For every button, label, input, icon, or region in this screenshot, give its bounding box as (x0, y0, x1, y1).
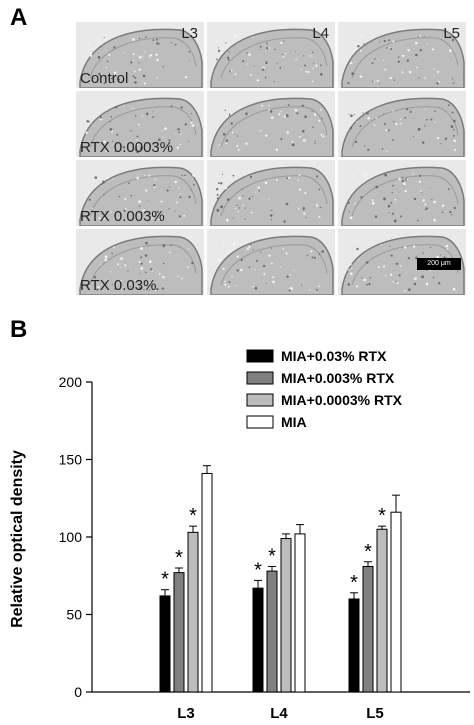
significance-marker: * (175, 547, 183, 569)
legend-label: MIA+0.003% RTX (281, 370, 395, 386)
micrograph-row-label: RTX 0.03% (80, 277, 157, 294)
significance-marker: * (254, 559, 262, 581)
bar (201, 472, 213, 693)
y-tick-label: 200 (59, 374, 83, 390)
y-tick-label: 0 (74, 684, 82, 700)
y-axis-label: Relative optical density (9, 450, 26, 628)
bar (252, 587, 264, 693)
micrograph-tile (76, 229, 204, 295)
legend-swatch (246, 393, 274, 407)
bar (173, 572, 185, 693)
micrograph-tile (76, 160, 204, 226)
bar (187, 531, 199, 693)
micrograph-tile: L5 (338, 22, 466, 88)
bar (294, 533, 306, 693)
significance-marker: * (161, 569, 169, 591)
bar (390, 511, 402, 693)
legend-swatch (246, 415, 274, 429)
significance-marker: * (350, 572, 358, 594)
y-tick-label: 150 (59, 452, 83, 468)
micrograph-tile (76, 91, 204, 157)
y-tick-label: 100 (59, 529, 83, 545)
legend-label: MIA+0.0003% RTX (281, 392, 403, 408)
bar (362, 565, 374, 693)
micrograph-tile: L4 (207, 22, 335, 88)
micrograph-row-label: RTX 0.0003% (80, 139, 174, 156)
micrograph-level-label: L5 (443, 25, 460, 42)
bar (266, 570, 278, 693)
bar (280, 538, 292, 693)
micrograph-tile (338, 160, 466, 226)
x-tick-label: L4 (270, 705, 288, 722)
legend-swatch (246, 349, 274, 363)
significance-marker: * (268, 545, 276, 567)
micrograph-level-label: L3 (181, 25, 198, 42)
bar (159, 595, 171, 693)
scale-bar: 200 μm (417, 258, 461, 270)
panel-label-a: A (10, 4, 28, 31)
significance-marker: * (378, 505, 386, 527)
micrograph-tile (207, 160, 335, 226)
micrograph-row-label: RTX 0.003% (80, 208, 165, 225)
micrograph-tile (338, 91, 466, 157)
y-tick-label: 50 (66, 607, 82, 623)
bar (376, 528, 388, 693)
x-tick-label: L3 (177, 705, 195, 722)
micrograph-tile (207, 229, 335, 295)
significance-marker: * (189, 505, 197, 527)
legend-label: MIA (281, 414, 307, 430)
x-tick-label: L5 (366, 705, 384, 722)
panel-label-b: B (10, 316, 28, 343)
significance-marker: * (364, 541, 372, 563)
micrograph-tile: L3 (76, 22, 204, 88)
micrograph-row-label: Control (80, 70, 129, 87)
legend-swatch (246, 371, 274, 385)
micrograph-level-label: L4 (312, 25, 329, 42)
micrograph-tile (207, 91, 335, 157)
micrograph-grid: L3 L4 L5 Control RTX 0.0003% RTX 0.003% RTX 0.… (76, 22, 466, 295)
bar (348, 598, 360, 693)
legend-label: MIA+0.03% RTX (281, 348, 387, 364)
